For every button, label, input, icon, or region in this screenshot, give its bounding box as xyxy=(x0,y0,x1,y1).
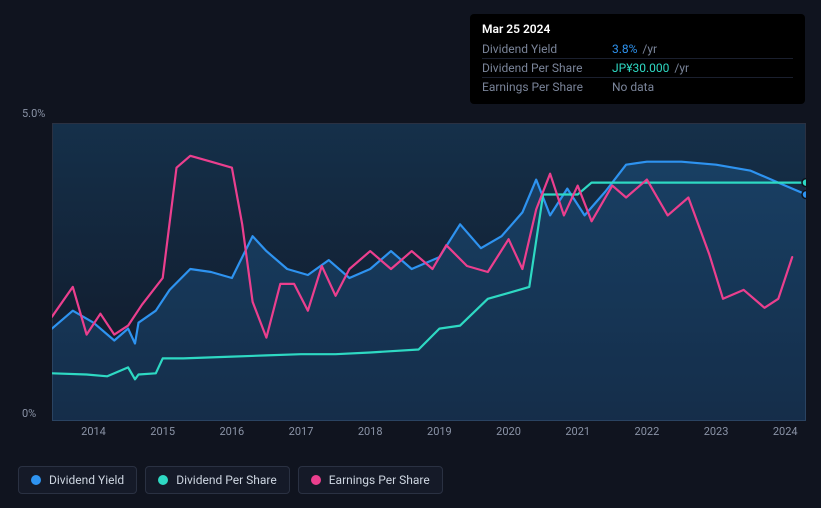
x-tick: 2022 xyxy=(635,425,660,438)
legend-item[interactable]: Earnings Per Share xyxy=(298,466,443,494)
series-end-marker xyxy=(802,191,806,199)
x-tick: 2014 xyxy=(81,425,106,438)
chart-svg[interactable] xyxy=(52,123,806,421)
legend-label: Dividend Per Share xyxy=(176,473,277,487)
x-tick: 2023 xyxy=(704,425,729,438)
tooltip-row-value: No data xyxy=(612,80,654,94)
x-tick: 2024 xyxy=(773,425,798,438)
x-tick: 2020 xyxy=(496,425,521,438)
legend-label: Earnings Per Share xyxy=(329,473,430,487)
legend: Dividend Yield Dividend Per Share Earnings… xyxy=(18,466,443,494)
tooltip-panel: Mar 25 2024 Dividend Yield3.8% /yrDivide… xyxy=(470,14,805,104)
legend-label: Dividend Yield xyxy=(49,473,124,487)
legend-dot-icon xyxy=(311,475,321,485)
tooltip-row-label: Dividend Per Share xyxy=(482,61,612,75)
x-tick: 2018 xyxy=(358,425,383,438)
x-axis: 2014 2015 2016 2017 2018 2019 2020 2021 2022 2023… xyxy=(52,425,806,445)
tooltip-row-value: JP¥30.000 /yr xyxy=(612,61,689,75)
legend-dot-icon xyxy=(31,475,41,485)
x-tick: 2017 xyxy=(289,425,314,438)
legend-dot-icon xyxy=(158,475,168,485)
x-tick: 2021 xyxy=(565,425,590,438)
x-tick: 2015 xyxy=(150,425,175,438)
tooltip-row-value: 3.8% /yr xyxy=(612,42,657,56)
x-tick: 2016 xyxy=(219,425,244,438)
chart-container: 5.0% 0% Past 201420152016201720182019202… xyxy=(18,105,806,445)
tooltip-row-label: Earnings Per Share xyxy=(482,80,612,94)
tooltip-row: Dividend Yield3.8% /yr xyxy=(482,40,793,58)
tooltip-row: Earnings Per ShareNo data xyxy=(482,77,793,96)
tooltip-row-label: Dividend Yield xyxy=(482,42,612,56)
y-tick-bottom: 0% xyxy=(22,407,36,420)
tooltip-row: Dividend Per ShareJP¥30.000 /yr xyxy=(482,58,793,77)
series-end-marker xyxy=(802,179,806,187)
legend-item[interactable]: Dividend Yield xyxy=(18,466,137,494)
legend-item[interactable]: Dividend Per Share xyxy=(145,466,290,494)
tooltip-date: Mar 25 2024 xyxy=(482,22,793,36)
x-tick: 2019 xyxy=(427,425,452,438)
y-tick-top: 5.0% xyxy=(22,107,45,120)
